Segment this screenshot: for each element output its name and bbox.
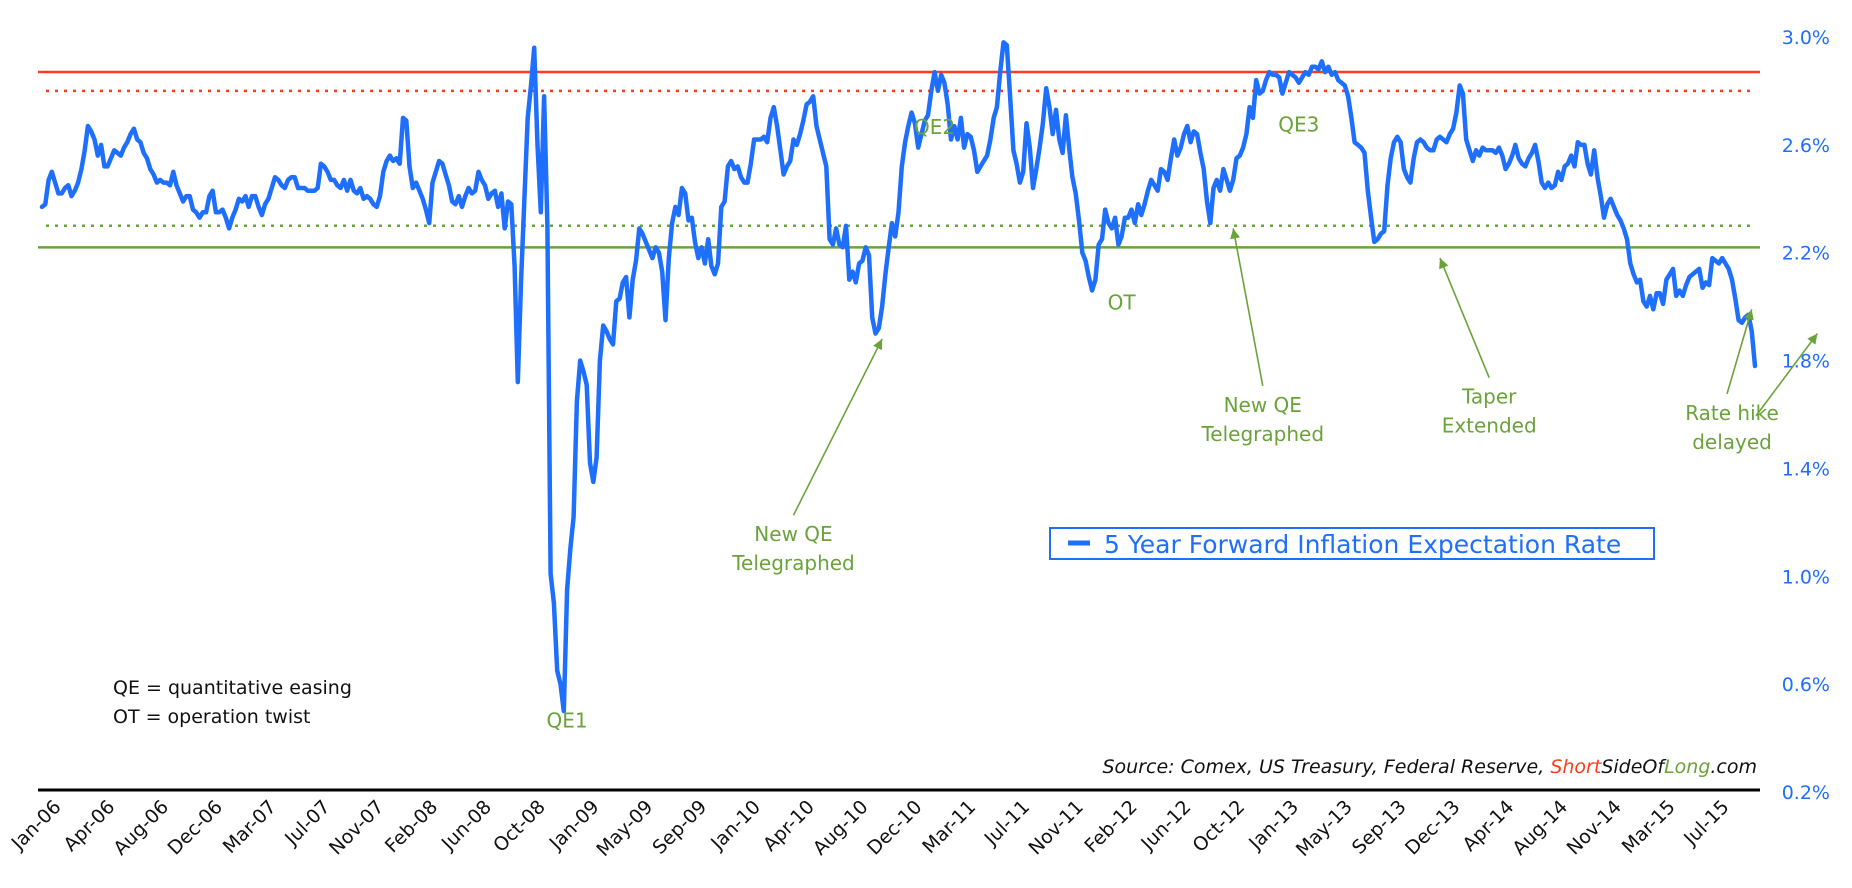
annotation-label: Rate hike delayed	[1685, 401, 1779, 454]
y-tick-label: 3.0%	[1782, 27, 1830, 49]
annotation-arrow	[793, 339, 882, 515]
x-tick-label: Mar-11	[918, 796, 980, 858]
x-tick-label: Jan-10	[706, 796, 765, 855]
y-tick-label: 0.6%	[1782, 674, 1830, 696]
x-tick-label: Feb-08	[381, 796, 442, 857]
legend-label: 5 Year Forward Inflation Expectation Rat…	[1104, 530, 1621, 559]
x-tick-label: Oct-08	[489, 796, 550, 857]
brand-suffix: .com	[1710, 756, 1757, 778]
annotation-arrow	[1440, 258, 1489, 378]
x-tick-label: May-13	[1292, 796, 1357, 861]
x-tick-label: Aug-14	[1508, 796, 1572, 860]
x-tick-label: Apr-10	[759, 796, 819, 856]
x-tick-label: Dec-06	[163, 796, 227, 860]
y-tick-label: 2.6%	[1782, 135, 1830, 157]
notes: QE = quantitative easing OT = operation …	[113, 677, 352, 728]
annotation-label: QE2	[914, 115, 955, 139]
y-axis-ticks: 3.0% 2.6% 2.2% 1.8% 1.4% 1.0% 0.6% 0.2%	[1782, 27, 1830, 804]
x-tick-label: Feb-12	[1080, 796, 1141, 857]
y-tick-label: 2.2%	[1782, 243, 1830, 265]
annotation-line: Taper	[1461, 385, 1517, 409]
annotation-label: Taper Extended	[1442, 385, 1537, 438]
inflation-expectation-chart: 3.0%2.6%2.2%1.8%1.4%1.0%0.6%0.2% Jan-06A…	[0, 0, 1852, 888]
annotation-line: QE1	[547, 708, 588, 732]
brand-side-of: SideOf	[1601, 756, 1667, 778]
annotation-line: QE3	[1278, 112, 1319, 136]
annotation-arrow	[1756, 334, 1817, 416]
x-tick-label: Mar-15	[1618, 796, 1680, 858]
y-tick-label: 1.8%	[1782, 351, 1830, 373]
annotation-label: OT	[1108, 290, 1137, 314]
source-prefix: Source: Comex, US Treasury, Federal Rese…	[1102, 756, 1550, 778]
x-tick-label: Nov-07	[325, 796, 388, 859]
x-tick-label: Jan-06	[7, 796, 66, 855]
annotation-arrowhead	[1230, 228, 1240, 239]
x-tick-label: Jul-15	[1679, 796, 1733, 850]
annotation-label: New QE Telegraphed	[731, 522, 855, 575]
x-tick-label: Jun-12	[1136, 796, 1195, 855]
x-tick-label: Aug-10	[809, 796, 873, 860]
annotation-label: New QE Telegraphed	[1200, 393, 1324, 446]
annotation-label: QE1	[547, 708, 588, 732]
brand-long: Long	[1664, 756, 1710, 778]
x-tick-label: Oct-12	[1189, 796, 1250, 857]
x-tick-label: May-09	[592, 796, 657, 861]
annotation-line: QE2	[914, 115, 955, 139]
source-credit: Source: Comex, US Treasury, Federal Rese…	[1102, 756, 1757, 778]
annotation-line: Extended	[1442, 414, 1537, 438]
note-qe: QE = quantitative easing	[113, 677, 352, 699]
legend: 5 Year Forward Inflation Expectation Rat…	[1050, 528, 1654, 559]
series-line-5y-forward-inflation	[42, 42, 1755, 711]
y-tick-label: 1.0%	[1782, 566, 1830, 588]
x-tick-label: Mar-07	[219, 796, 281, 858]
x-tick-label: Apr-14	[1458, 796, 1518, 856]
brand-short: Short	[1550, 756, 1603, 778]
x-tick-label: Dec-13	[1401, 796, 1465, 860]
x-tick-label: Jun-08	[437, 796, 496, 855]
annotation-line: Telegraphed	[731, 551, 855, 575]
x-tick-label: Sep-13	[1348, 796, 1411, 859]
x-tick-label: Nov-11	[1024, 796, 1087, 859]
y-tick-label: 1.4%	[1782, 458, 1830, 480]
annotation-line: New QE	[1224, 393, 1302, 417]
annotation-line: delayed	[1692, 430, 1772, 454]
annotation-line: New QE	[754, 522, 832, 546]
annotation-arrow	[1233, 228, 1263, 385]
annotation-line: Telegraphed	[1200, 422, 1324, 446]
x-tick-label: Aug-06	[109, 796, 173, 860]
x-tick-label: Nov-14	[1563, 796, 1626, 859]
annotations: QE1 QE2 OT QE3 New QE Telegraphed New QE Telegr…	[547, 112, 1818, 732]
x-tick-label: Sep-09	[648, 796, 711, 859]
x-tick-label: Apr-06	[59, 796, 119, 856]
y-tick-label: 0.2%	[1782, 782, 1830, 804]
note-ot: OT = operation twist	[113, 706, 310, 728]
x-tick-label: Dec-10	[863, 796, 927, 860]
annotation-arrowhead	[1807, 334, 1817, 345]
annotation-label: QE3	[1278, 112, 1319, 136]
annotation-line: OT	[1108, 290, 1137, 314]
